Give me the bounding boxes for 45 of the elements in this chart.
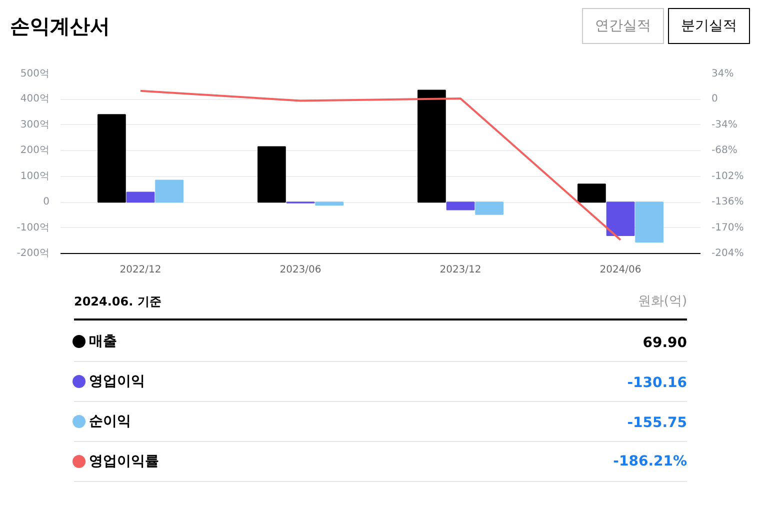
y-tick-label: 300억 bbox=[20, 119, 50, 130]
text: 분기실적 bbox=[668, 8, 750, 44]
y2-tick-label: -34% bbox=[712, 119, 738, 130]
text: -155.75 bbox=[627, 415, 688, 431]
y2-tick-label: -204% bbox=[712, 248, 744, 259]
y-tick-label: 100억 bbox=[20, 170, 50, 182]
bar bbox=[98, 114, 126, 203]
legend-label: 매출 bbox=[89, 334, 118, 350]
x-tick-label: 2023/06 bbox=[280, 264, 322, 276]
bar bbox=[475, 202, 504, 215]
y2-tick-label: -68% bbox=[712, 145, 738, 156]
y2-tick-label: -136% bbox=[712, 196, 744, 208]
bar bbox=[446, 202, 475, 210]
y-tick-label: -100억 bbox=[16, 222, 50, 234]
legend-label: 영업이익 bbox=[89, 374, 146, 390]
y2-tick-label: 0 bbox=[712, 94, 718, 105]
bar bbox=[126, 192, 155, 203]
y2-tick-label: -170% bbox=[712, 222, 744, 234]
y-tick-label: -200억 bbox=[16, 248, 50, 259]
y-tick-label: 400억 bbox=[20, 94, 50, 105]
bar bbox=[606, 202, 635, 236]
legend-label: 영업이익률 bbox=[89, 454, 160, 470]
bar bbox=[418, 90, 446, 203]
text: 2024.06. 기준 bbox=[74, 294, 162, 308]
bar bbox=[258, 146, 286, 203]
x-tick-label: 2022/12 bbox=[120, 264, 162, 276]
chart-title: 손익계산서 bbox=[10, 12, 110, 40]
x-tick-label: 2024/06 bbox=[600, 264, 642, 276]
y-tick-label: 200억 bbox=[20, 145, 50, 156]
bar bbox=[315, 202, 344, 206]
bar bbox=[578, 184, 606, 203]
y2-tick-label: 34% bbox=[712, 68, 734, 80]
text: 69.90 bbox=[642, 335, 688, 351]
text: 원화(억) bbox=[638, 294, 688, 309]
text: -186.21% bbox=[613, 454, 688, 470]
bar bbox=[155, 180, 184, 203]
legend-label: 순이익 bbox=[89, 414, 132, 430]
y-tick-label: 500억 bbox=[20, 68, 50, 80]
text: -130.16 bbox=[627, 375, 688, 391]
text: 연간실적 bbox=[582, 8, 664, 44]
y-tick-label: 0 bbox=[43, 196, 50, 208]
bar bbox=[635, 202, 664, 243]
line-series bbox=[140, 90, 622, 241]
y2-tick-label: -102% bbox=[712, 170, 744, 182]
x-tick-label: 2023/12 bbox=[440, 264, 482, 276]
